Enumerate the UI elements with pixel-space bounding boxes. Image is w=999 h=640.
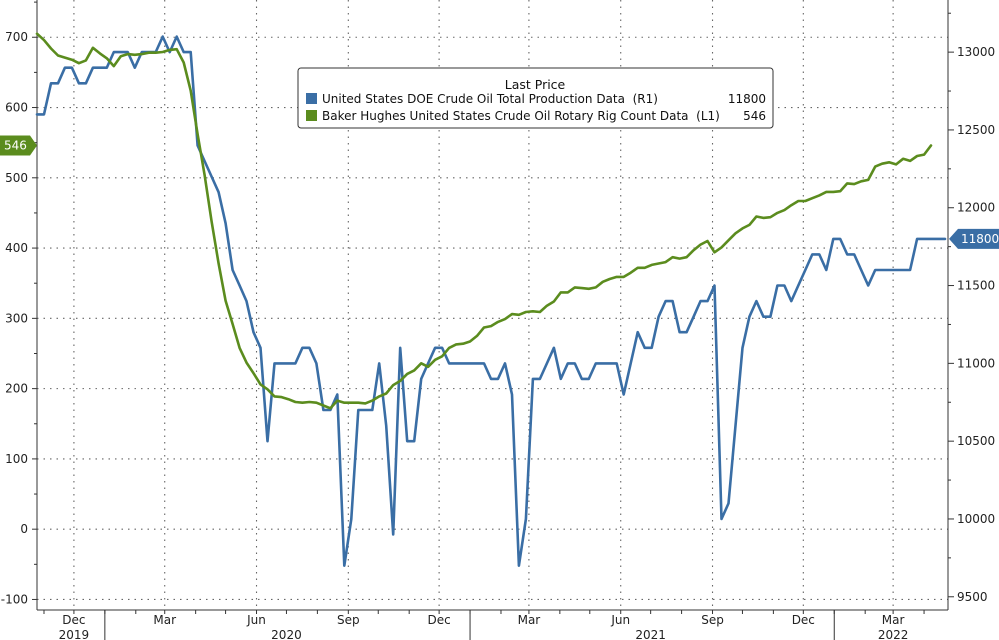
production-series-line [35,35,947,567]
x-year-label: 2022 [878,628,909,640]
right-axis: 9500 10000 10500 11000 11500 12000 12500 13000 [947,0,995,610]
series-layer [35,32,947,567]
left-tick-label: 400 [5,241,28,255]
legend-entry-rig-count: Baker Hughes United States Crude Oil Rot… [322,109,720,123]
x-month-label: Mar [518,613,541,627]
legend-swatch-rig-count [306,110,317,121]
right-tick-label: 13000 [957,45,995,59]
x-year-label: 2019 [59,628,90,640]
x-year-label: 2021 [635,628,666,640]
left-tick-label: 600 [5,101,28,115]
left-tick-label: 0 [20,522,28,536]
left-last-value-badge: 546 [0,135,37,156]
x-month-label: Sep [337,613,360,627]
right-tick-label: 11500 [957,279,995,293]
right-tick-label: 10500 [957,434,995,448]
right-tick-label: 10000 [957,512,995,526]
right-tick-label: 9500 [957,590,988,604]
x-axis: Dec Mar Jun Sep Dec Mar Jun Sep Dec Mar 2019 2020 20… [37,609,948,640]
left-tick-label: 500 [5,171,28,185]
rig-count-series-line [35,32,933,410]
x-month-label: Dec [792,613,815,627]
right-last-value-label: 11800 [961,232,999,246]
x-month-label: Sep [701,613,724,627]
legend-entry-production: United States DOE Crude Oil Total Produc… [322,92,658,106]
x-month-label: Jun [610,613,630,627]
legend-title: Last Price [505,77,566,92]
x-year-label: 2020 [271,628,302,640]
legend: Last Price United States DOE Crude Oil T… [297,67,774,129]
left-axis: -100 0 100 200 300 400 500 600 700 [1,0,38,610]
x-month-label: Mar [882,613,905,627]
x-month-label: Jun [246,613,266,627]
left-tick-label: 300 [5,311,28,325]
legend-value-production: 11800 [728,92,766,106]
legend-value-rig-count: 546 [743,109,766,123]
right-tick-label: 12500 [957,123,995,137]
right-tick-label: 11000 [957,356,995,370]
right-tick-label: 12000 [957,201,995,215]
legend-swatch-production [306,93,317,104]
x-month-label: Mar [153,613,176,627]
x-month-label: Dec [428,613,451,627]
left-last-value-label: 546 [4,138,27,152]
legend-box [297,67,774,129]
left-tick-label: -100 [1,592,28,606]
left-tick-label: 700 [5,30,28,44]
left-tick-label: 200 [5,382,28,396]
left-tick-label: 100 [5,452,28,466]
x-month-label: Dec [62,613,85,627]
right-last-value-badge: 11800 [949,228,999,249]
